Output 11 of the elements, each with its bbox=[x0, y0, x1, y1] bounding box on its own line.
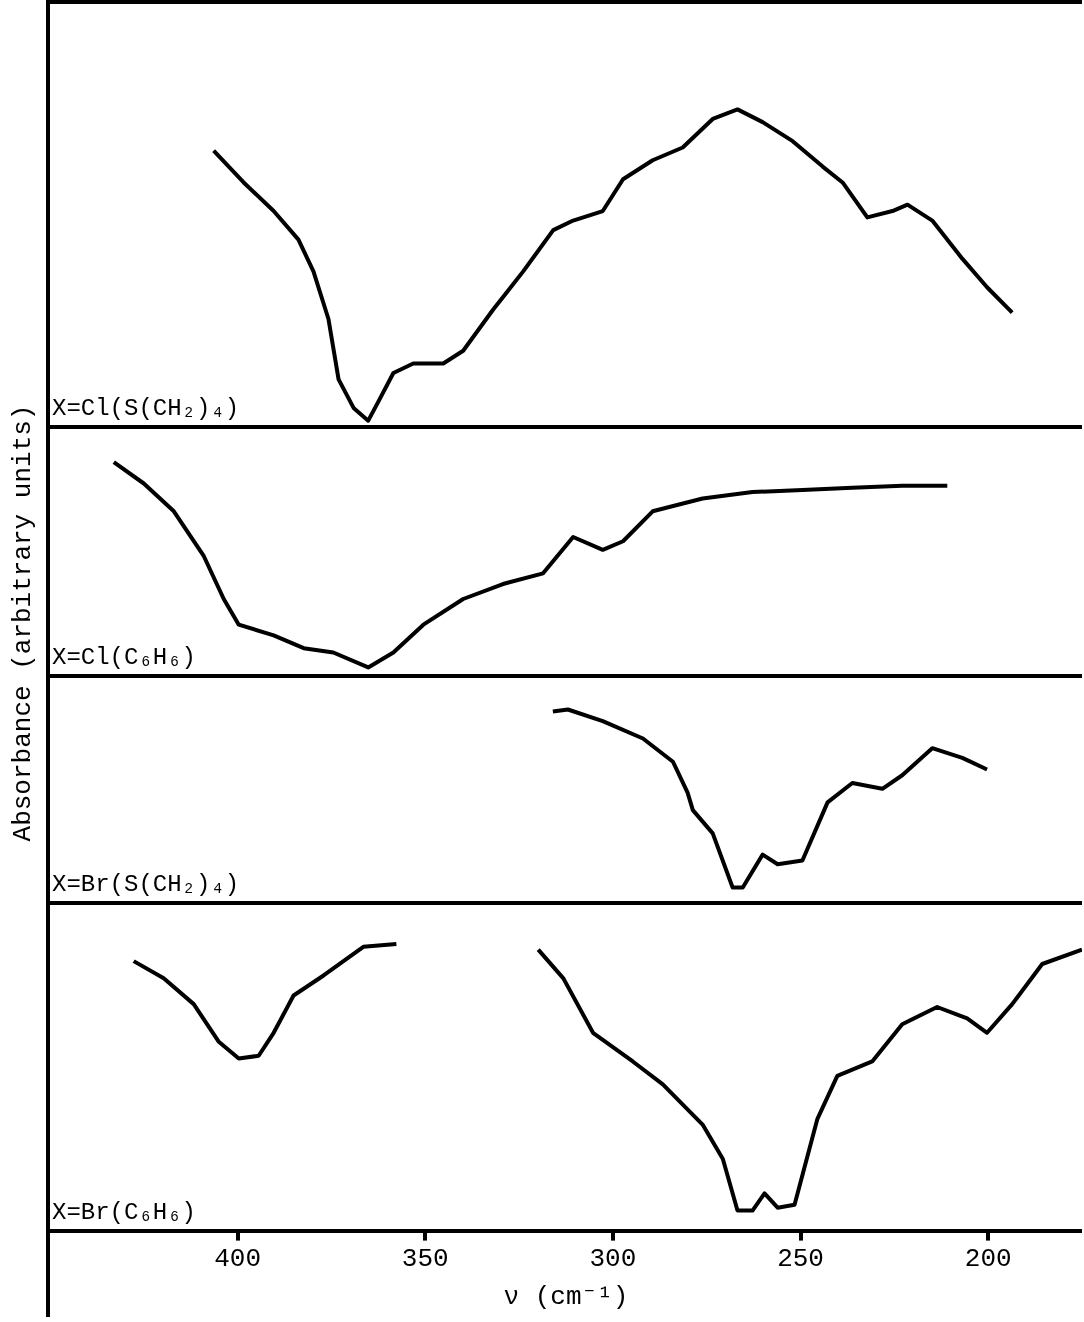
x-axis-title: ν (cm⁻¹) bbox=[503, 1282, 629, 1313]
annotation: X=Cl(C₆H₆) bbox=[52, 644, 197, 672]
annotation: X=Cl(S(CH₂)₄) bbox=[52, 395, 240, 423]
x-tick-label: 400 bbox=[214, 1244, 262, 1275]
x-tick-label: 300 bbox=[589, 1244, 637, 1275]
x-tick-label: 200 bbox=[964, 1244, 1012, 1275]
annotation: X=Br(S(CH₂)₄) bbox=[52, 871, 240, 899]
y-axis-title: Absorbance (arbitrary units) bbox=[8, 404, 38, 841]
annotation: X=Br(C₆H₆) bbox=[52, 1198, 197, 1226]
x-tick-label: 350 bbox=[401, 1244, 449, 1275]
x-tick-label: 250 bbox=[777, 1244, 824, 1275]
